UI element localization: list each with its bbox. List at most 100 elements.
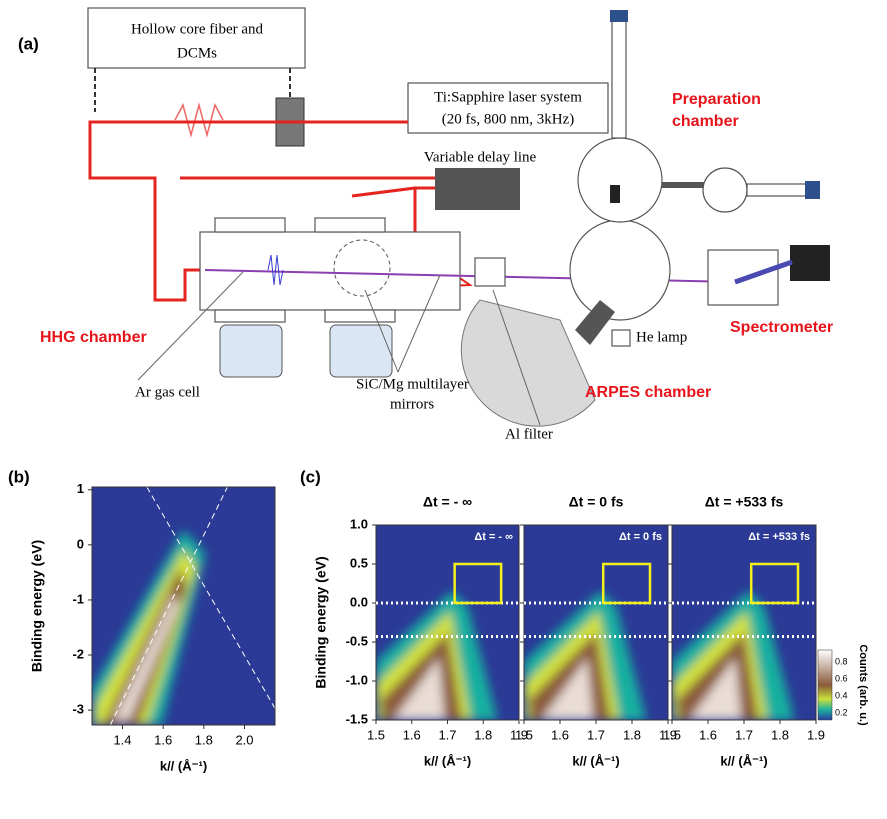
x-tick-label: 1.8 bbox=[474, 727, 492, 742]
colorbar-label: Counts (arb. u.) bbox=[857, 644, 869, 726]
prep-label: Preparation bbox=[672, 91, 761, 108]
x-tick-label: 1.6 bbox=[154, 732, 172, 747]
hhg-label: HHG chamber bbox=[40, 329, 147, 346]
highlight-box bbox=[749, 562, 800, 605]
delay-text: Variable delay line bbox=[424, 149, 537, 165]
rod-cap bbox=[805, 181, 820, 199]
x-tick-label: 1.8 bbox=[623, 727, 641, 742]
frame bbox=[91, 486, 276, 726]
al-filter-unit bbox=[460, 299, 596, 427]
intensity bbox=[672, 591, 795, 720]
he-lamp-body bbox=[611, 329, 631, 347]
intensity-region bbox=[102, 567, 188, 725]
x-tick-label: 1.5 bbox=[367, 727, 385, 742]
pump bbox=[219, 324, 283, 378]
flange bbox=[324, 309, 396, 323]
x-tick-label: 1.7 bbox=[438, 727, 456, 742]
prep-label: chamber bbox=[672, 113, 739, 130]
x-tick-label: 1.8 bbox=[195, 732, 213, 747]
x-tick-label: 1.5 bbox=[515, 727, 533, 742]
y-tick-label: 0 bbox=[77, 536, 84, 551]
x-tick-label: 1.6 bbox=[699, 727, 717, 742]
intensity bbox=[92, 529, 206, 725]
guide-line bbox=[109, 486, 228, 726]
colorbar-tick-label: 0.4 bbox=[835, 690, 848, 700]
gas-cell-label: Ar gas cell bbox=[135, 384, 200, 400]
pulse bbox=[174, 102, 224, 138]
fiber-text: Hollow core fiber and bbox=[131, 21, 264, 37]
x-tick-label: 2.0 bbox=[235, 732, 253, 747]
panel-label: (a) bbox=[18, 34, 39, 53]
x-tick-label: 1.6 bbox=[403, 727, 421, 742]
load-lock bbox=[702, 167, 748, 213]
y-tick-label: -1.0 bbox=[346, 672, 368, 687]
laser-text: (20 fs, 800 nm, 3kHz) bbox=[442, 111, 574, 127]
heatmap-panel: 1.5 1.6 1.7 1.8 1.9 k// (Å⁻¹) Δt = 0 fs Δt = 0 … bbox=[515, 494, 677, 769]
intensity bbox=[376, 591, 498, 720]
y-tick-label: 1.0 bbox=[350, 516, 368, 531]
mirrors-label: SiC/Mg multilayer bbox=[356, 376, 469, 392]
spectrometer-label: Spectrometer bbox=[730, 319, 833, 336]
x-tick-label: 1.7 bbox=[587, 727, 605, 742]
dispersed-beam bbox=[734, 259, 793, 285]
leader bbox=[364, 289, 399, 373]
panel-a: (a) Hollow core fiber and DCMs Ti:Sapphi… bbox=[18, 7, 833, 442]
detector bbox=[790, 245, 830, 281]
heatmap-panel: 1.0 0.5 0.0 -0.5 -1.0 -1.51.5 1.6 1.7 1.8 1.9 k// … bbox=[300, 467, 528, 768]
beam bbox=[88, 120, 408, 302]
delay-stage bbox=[435, 168, 520, 210]
analyzer-lens bbox=[575, 300, 615, 345]
y-tick-label: -2 bbox=[72, 646, 84, 661]
fiber-box bbox=[87, 7, 306, 69]
prep-chamber bbox=[577, 137, 663, 223]
x-tick-label: 1.7 bbox=[735, 727, 753, 742]
y-tick-label: 1 bbox=[77, 481, 84, 496]
heatmap-panel: 1.5 1.6 1.7 1.8 1.9 k// (Å⁻¹) Δt = +533 fs Δt =… bbox=[663, 494, 869, 769]
panel-title: Δt = +533 fs bbox=[705, 494, 784, 510]
x-axis-label: k// (Å⁻¹) bbox=[572, 753, 619, 768]
filter-holder bbox=[474, 257, 506, 287]
al-filter-label: Al filter bbox=[505, 426, 553, 442]
highlight-box bbox=[453, 562, 503, 605]
inset-label: Δt = 0 fs bbox=[619, 531, 662, 543]
inset-label: Δt = +533 fs bbox=[748, 531, 810, 543]
panel-label: (c) bbox=[300, 467, 321, 486]
pump bbox=[329, 324, 393, 378]
manipulator bbox=[611, 19, 627, 139]
x-axis-label: k// (Å⁻¹) bbox=[424, 753, 471, 768]
arpes-label: ARPES chamber bbox=[585, 384, 711, 401]
heatmap-panel: 1 0 -1 -2 -3 1.4 1.6 1.8 2.0 k// (Å⁻¹) Binding ene… bbox=[8, 467, 276, 773]
y-tick-label: 0.0 bbox=[350, 594, 368, 609]
x-tick-label: 1.9 bbox=[807, 727, 825, 742]
y-tick-label: 0.5 bbox=[350, 555, 368, 570]
x-tick-label: 1.6 bbox=[551, 727, 569, 742]
sample bbox=[610, 185, 620, 203]
colorbar bbox=[817, 649, 833, 721]
leader bbox=[137, 271, 244, 381]
mirror-chamber bbox=[333, 239, 391, 297]
colorbar-tick-label: 0.8 bbox=[835, 656, 848, 666]
y-tick-label: -1.5 bbox=[346, 711, 368, 726]
y-tick-label: -1 bbox=[72, 591, 84, 606]
x-tick-label: 1.5 bbox=[663, 727, 681, 742]
x-tick-label: 1.9 bbox=[659, 727, 677, 742]
intensity-region bbox=[689, 657, 742, 720]
y-tick-label: -3 bbox=[72, 702, 84, 717]
x-tick-label: 1.4 bbox=[113, 732, 131, 747]
highlight-box bbox=[601, 562, 652, 605]
y-axis-label: Binding energy (eV) bbox=[313, 556, 329, 688]
y-tick-label: -0.5 bbox=[346, 633, 368, 648]
intensity-region bbox=[113, 594, 179, 721]
flange bbox=[314, 217, 386, 233]
panel-title: Δt = 0 fs bbox=[569, 494, 624, 510]
laser-box bbox=[407, 82, 609, 134]
guide-line bbox=[146, 486, 276, 709]
leader bbox=[492, 289, 541, 426]
beam bbox=[351, 186, 416, 198]
colorbar-tick-label: 0.6 bbox=[835, 673, 848, 683]
panel-label: (b) bbox=[8, 467, 30, 486]
intensity-region bbox=[393, 657, 445, 720]
intensity bbox=[524, 591, 647, 720]
flange bbox=[214, 217, 286, 233]
